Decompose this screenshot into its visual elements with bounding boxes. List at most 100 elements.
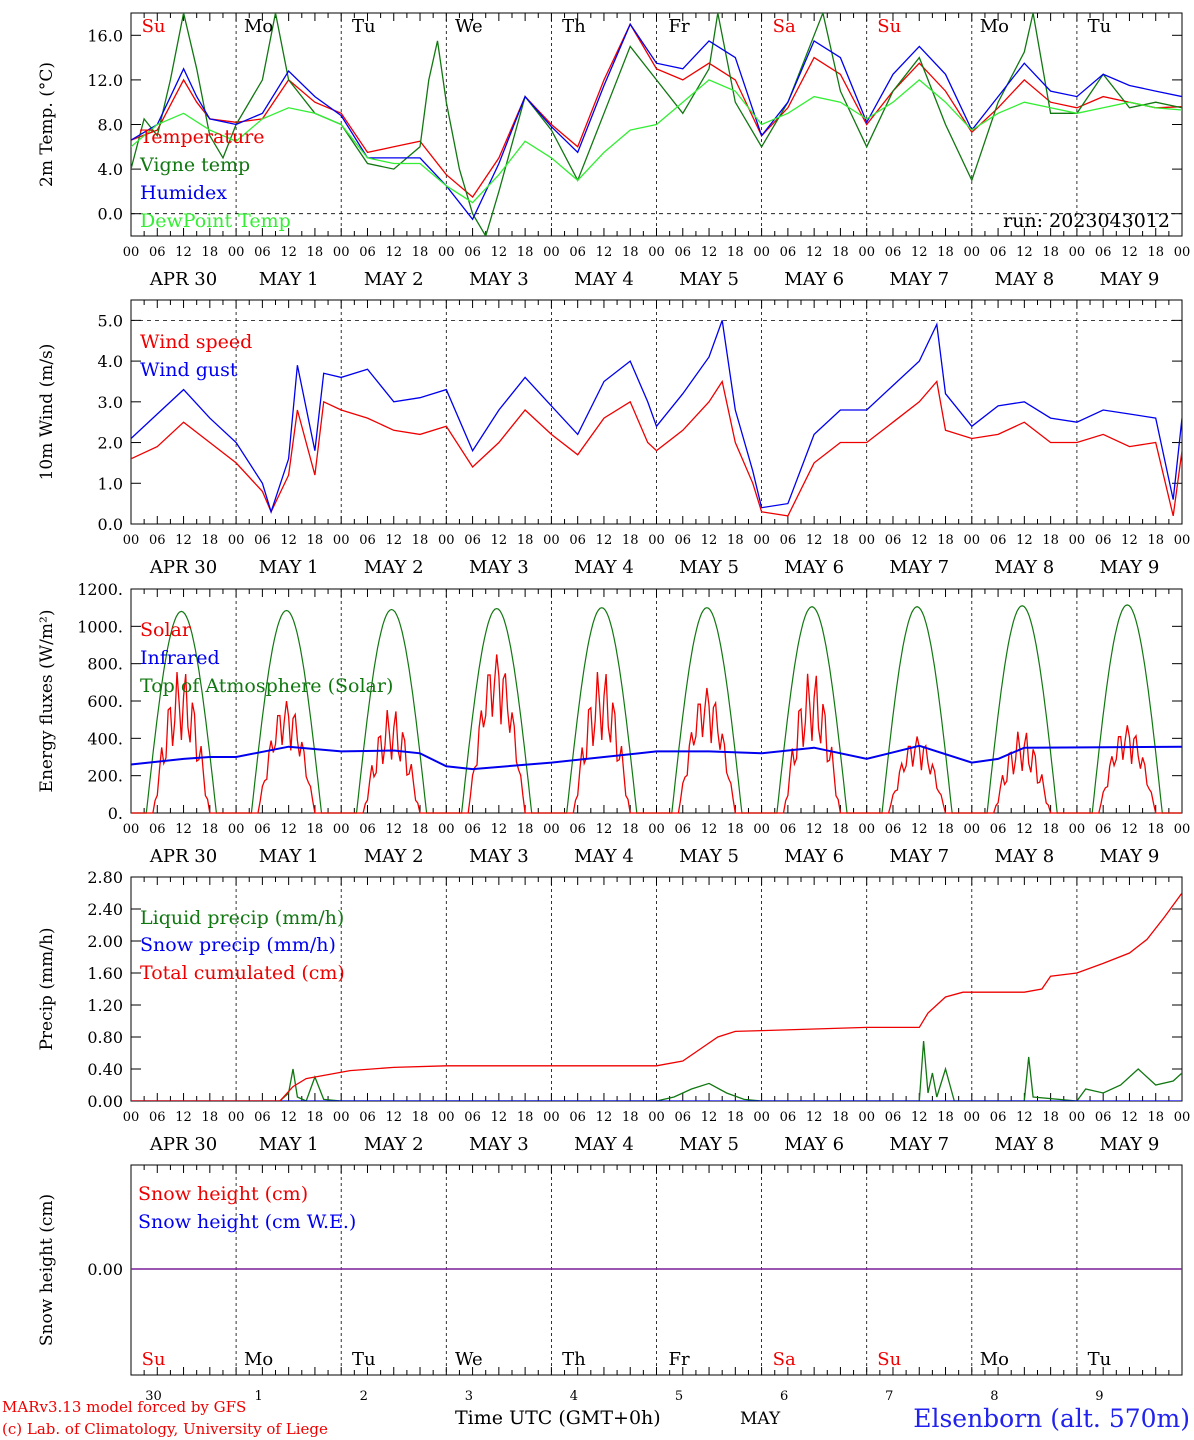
day-number: 2	[360, 1389, 368, 1404]
y-tick-label: 0.0	[98, 205, 123, 224]
hour-tick-label: 06	[254, 245, 271, 260]
y-tick-label: 600.	[87, 692, 123, 711]
hour-tick-label: 00	[1174, 822, 1191, 837]
date-label: MAY 6	[784, 1134, 844, 1155]
hour-tick-label: 06	[885, 1110, 902, 1125]
hour-tick-label: 18	[622, 822, 639, 837]
legend-entry: Wind speed	[140, 331, 252, 353]
panel-1: 00 06 12 18 00 06 12 18 00 06 12 18 00 06 12 18 00 06 12 18…	[37, 12, 1190, 290]
y-tick-label: 0.80	[87, 1028, 123, 1047]
hour-tick-label: 06	[254, 822, 271, 837]
day-name-bottom: Fr	[669, 1349, 690, 1370]
hour-tick-label: 12	[596, 822, 613, 837]
legend-entry: Total cumulated (cm)	[140, 962, 345, 984]
hour-tick-label: 18	[202, 1110, 219, 1125]
date-label: MAY 3	[469, 557, 529, 578]
day-name-top: Sa	[773, 16, 796, 37]
y-tick-label: 3.0	[98, 393, 123, 412]
hour-tick-label: 00	[123, 822, 140, 837]
hour-tick-label: 00	[228, 533, 245, 548]
hour-tick-label: 18	[1042, 1110, 1059, 1125]
y-axis-title: Energy fluxes (W/m²)	[37, 610, 57, 793]
day-name-top: Su	[142, 16, 166, 37]
hour-tick-label: 12	[1121, 245, 1138, 260]
date-label: MAY 7	[889, 846, 949, 867]
hour-tick-label: 18	[517, 1110, 534, 1125]
y-tick-label: 0.00	[87, 1092, 123, 1111]
hour-tick-label: 12	[701, 822, 718, 837]
hour-tick-label: 06	[1095, 533, 1112, 548]
hour-tick-label: 00	[333, 245, 350, 260]
hour-tick-label: 12	[1016, 245, 1033, 260]
day-number: 3	[465, 1389, 473, 1404]
date-label: MAY 7	[889, 1134, 949, 1155]
day-name-bottom: Mo	[244, 1349, 273, 1370]
date-label: MAY 4	[574, 557, 634, 578]
day-number: 8	[990, 1389, 998, 1404]
y-tick-label: 4.0	[98, 160, 123, 179]
hour-tick-label: 18	[727, 822, 744, 837]
hour-tick-label: 18	[412, 245, 429, 260]
hour-tick-label: 12	[701, 533, 718, 548]
hour-tick-label: 12	[175, 245, 192, 260]
hour-tick-label: 12	[596, 1110, 613, 1125]
hour-tick-label: 00	[964, 245, 981, 260]
hour-tick-label: 12	[175, 533, 192, 548]
day-number: 30	[145, 1389, 162, 1404]
hour-tick-label: 06	[1095, 822, 1112, 837]
hour-tick-label: 18	[412, 1110, 429, 1125]
hour-tick-label: 06	[569, 245, 586, 260]
day-number: 1	[255, 1389, 263, 1404]
hour-tick-label: 06	[149, 533, 166, 548]
hour-tick-label: 18	[307, 533, 324, 548]
day-name-top: We	[455, 16, 483, 37]
hour-tick-label: 18	[1147, 533, 1164, 548]
y-tick-label: 2.80	[87, 868, 123, 887]
hour-tick-label: 12	[175, 1110, 192, 1125]
hour-tick-label: 18	[517, 245, 534, 260]
hour-tick-label: 18	[622, 533, 639, 548]
hour-tick-label: 06	[675, 533, 692, 548]
y-tick-label: 1200.	[77, 580, 123, 599]
legend-entry: Snow height (cm)	[138, 1183, 308, 1205]
hour-tick-label: 06	[780, 533, 797, 548]
hour-tick-label: 18	[937, 533, 954, 548]
hour-tick-label: 18	[517, 533, 534, 548]
hour-tick-label: 12	[911, 245, 928, 260]
day-number: 7	[885, 1389, 893, 1404]
hour-tick-label: 06	[990, 245, 1007, 260]
hour-tick-label: 06	[359, 245, 376, 260]
hour-tick-label: 06	[569, 822, 586, 837]
hour-tick-label: 12	[1016, 822, 1033, 837]
day-number: 6	[780, 1389, 788, 1404]
hour-tick-label: 12	[385, 822, 402, 837]
hour-tick-label: 06	[780, 1110, 797, 1125]
date-label: MAY 5	[679, 846, 739, 867]
hour-tick-label: 06	[990, 533, 1007, 548]
day-name-top: Tu	[352, 16, 376, 37]
y-tick-label: 200.	[87, 767, 123, 786]
hour-tick-label: 00	[438, 822, 455, 837]
run-annotation: run: 2023043012	[1003, 210, 1170, 232]
hour-tick-label: 18	[727, 533, 744, 548]
hour-tick-label: 00	[648, 1110, 665, 1125]
hour-tick-label: 00	[438, 1110, 455, 1125]
hour-tick-label: 12	[491, 533, 508, 548]
hour-tick-label: 18	[937, 822, 954, 837]
series-line-wind-speed	[131, 379, 1182, 517]
month-label: MAY	[740, 1409, 781, 1429]
hour-tick-label: 18	[832, 822, 849, 837]
date-label: MAY 8	[994, 1134, 1054, 1155]
date-label: MAY 5	[679, 1134, 739, 1155]
hour-tick-label: 12	[596, 245, 613, 260]
y-tick-label: 800.	[87, 655, 123, 674]
hour-tick-label: 12	[491, 1110, 508, 1125]
hour-tick-label: 06	[780, 245, 797, 260]
hour-tick-label: 12	[701, 1110, 718, 1125]
y-tick-label: 0.40	[87, 1060, 123, 1079]
hour-tick-label: 12	[1121, 1110, 1138, 1125]
hour-tick-label: 06	[885, 533, 902, 548]
series-line-liquid-precip-mm-h-	[131, 1040, 1182, 1101]
date-label: MAY 8	[994, 269, 1054, 290]
